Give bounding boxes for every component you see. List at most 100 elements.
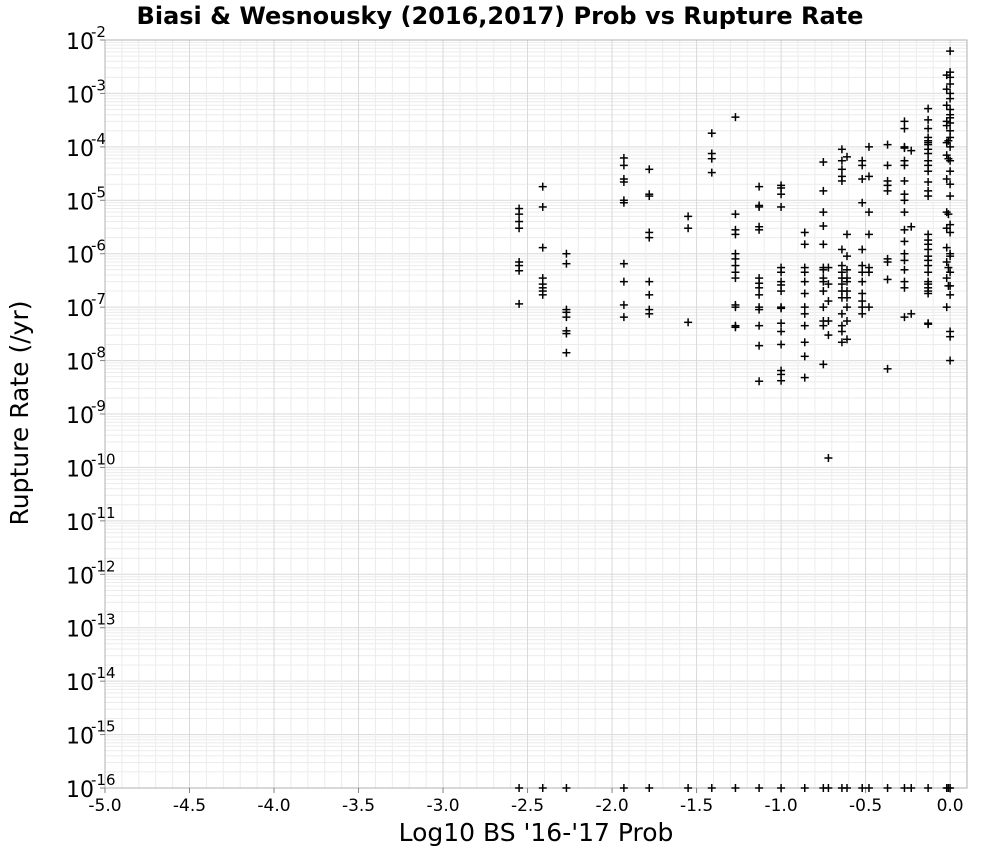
y-tick-label: 10-14 bbox=[66, 664, 116, 696]
data-point bbox=[645, 290, 654, 299]
y-tick-label: 10-9 bbox=[66, 397, 106, 429]
data-point bbox=[907, 309, 916, 318]
y-tick-exponent: -4 bbox=[91, 130, 106, 148]
data-point bbox=[800, 303, 809, 312]
grid-lines bbox=[104, 39, 968, 789]
y-tick-exponent: -14 bbox=[91, 664, 116, 682]
data-point bbox=[684, 224, 693, 233]
data-point bbox=[824, 280, 833, 289]
data-point bbox=[946, 73, 955, 82]
data-point bbox=[800, 338, 809, 347]
x-tick-label: -2.5 bbox=[511, 796, 544, 816]
x-axis-ticks: -5.0 -4.5 -4.0 -3.5 -3.0 -2.5 -2.0 -1.5 -1.0 -0.5… bbox=[88, 788, 964, 816]
data-point bbox=[837, 165, 846, 174]
data-point bbox=[842, 252, 851, 261]
data-point bbox=[819, 208, 828, 217]
data-point bbox=[707, 784, 716, 792]
y-tick-base: 10 bbox=[66, 351, 94, 376]
data-point bbox=[864, 208, 873, 217]
data-point bbox=[864, 268, 873, 277]
data-point bbox=[755, 290, 764, 299]
data-point bbox=[858, 289, 867, 298]
data-point bbox=[645, 233, 654, 242]
data-point bbox=[819, 287, 828, 296]
data-point bbox=[538, 243, 547, 252]
data-point bbox=[800, 309, 809, 318]
data-point bbox=[837, 156, 846, 165]
data-point bbox=[562, 313, 571, 322]
data-point bbox=[777, 319, 786, 328]
data-point bbox=[800, 289, 809, 298]
data-point bbox=[707, 154, 716, 163]
y-tick-label: 10-4 bbox=[66, 130, 106, 162]
data-point bbox=[777, 784, 786, 792]
data-point bbox=[707, 168, 716, 177]
data-point bbox=[858, 784, 867, 792]
data-point bbox=[800, 277, 809, 286]
y-tick-label: 10-16 bbox=[66, 771, 116, 803]
y-tick-base: 10 bbox=[66, 30, 94, 55]
y-tick-base: 10 bbox=[66, 83, 94, 108]
data-point bbox=[946, 252, 955, 261]
x-axis-title: Log10 BS '16-'17 Prob bbox=[399, 818, 674, 847]
data-point bbox=[864, 172, 873, 181]
data-point bbox=[538, 202, 547, 211]
data-point bbox=[942, 85, 951, 94]
data-point bbox=[755, 283, 764, 292]
x-tick-label: -5.0 bbox=[88, 796, 121, 816]
data-point bbox=[837, 245, 846, 254]
data-point bbox=[946, 281, 955, 290]
data-point bbox=[824, 317, 833, 326]
data-point bbox=[837, 280, 846, 289]
data-point bbox=[946, 142, 955, 151]
data-point bbox=[777, 287, 786, 296]
data-point bbox=[924, 320, 933, 329]
data-point bbox=[837, 176, 846, 185]
data-point bbox=[684, 318, 693, 327]
y-tick-base: 10 bbox=[66, 190, 94, 215]
data-point bbox=[515, 266, 524, 275]
data-point bbox=[562, 784, 571, 792]
x-tick-label: -4.0 bbox=[257, 796, 290, 816]
data-point bbox=[684, 784, 693, 792]
data-point bbox=[755, 305, 764, 314]
data-point bbox=[942, 274, 951, 283]
data-point bbox=[619, 153, 628, 162]
data-point bbox=[942, 151, 951, 160]
data-point bbox=[842, 335, 851, 344]
data-point bbox=[946, 192, 955, 201]
x-tick-label: -3.5 bbox=[342, 796, 375, 816]
data-point bbox=[800, 240, 809, 249]
chart-title: Biasi & Wesnousky (2016,2017) Prob vs Ru… bbox=[137, 2, 864, 30]
data-point bbox=[883, 364, 892, 373]
y-tick-label: 10-5 bbox=[66, 183, 106, 215]
data-point bbox=[515, 784, 524, 792]
y-tick-exponent: -9 bbox=[91, 397, 106, 415]
data-point bbox=[864, 784, 873, 792]
data-point bbox=[924, 124, 933, 133]
y-tick-exponent: -16 bbox=[91, 771, 116, 789]
data-point bbox=[562, 329, 571, 338]
data-point bbox=[883, 161, 892, 170]
data-point bbox=[777, 304, 786, 313]
data-point bbox=[900, 283, 909, 292]
data-point bbox=[883, 784, 892, 792]
data-point bbox=[731, 784, 740, 792]
data-point bbox=[858, 277, 867, 286]
data-point bbox=[731, 323, 740, 332]
data-point bbox=[515, 224, 524, 233]
data-point bbox=[515, 210, 524, 219]
data-points bbox=[515, 47, 955, 792]
x-tick-label: 0.0 bbox=[937, 796, 964, 816]
data-point bbox=[824, 784, 833, 792]
data-point bbox=[946, 228, 955, 237]
data-point bbox=[900, 256, 909, 265]
data-point bbox=[562, 348, 571, 357]
y-tick-label: 10-2 bbox=[66, 23, 106, 55]
data-point bbox=[842, 152, 851, 161]
y-tick-label: 10-11 bbox=[66, 504, 116, 536]
data-point bbox=[946, 133, 955, 142]
data-point bbox=[562, 249, 571, 258]
